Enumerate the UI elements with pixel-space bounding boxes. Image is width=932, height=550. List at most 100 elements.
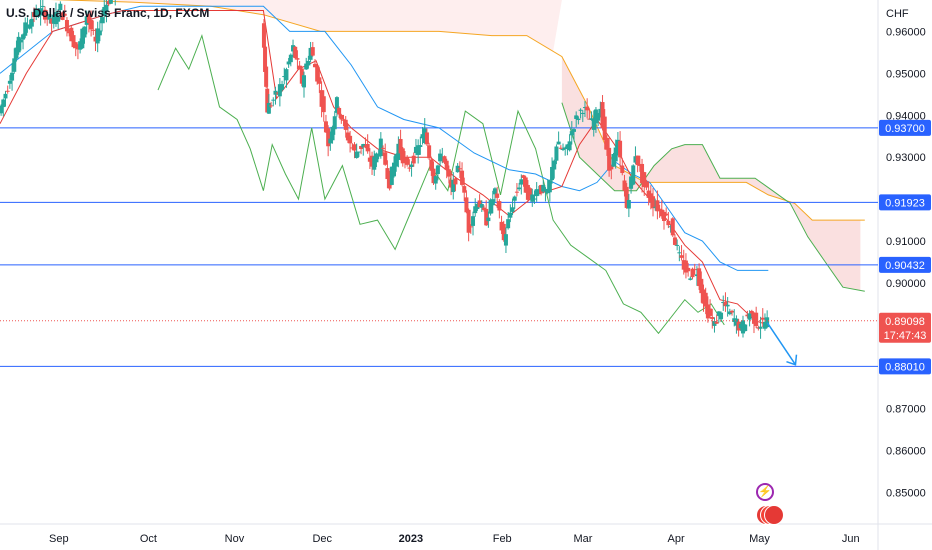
candle-body-174 [517,187,522,190]
candle-body-69 [286,61,291,65]
bolt-icon[interactable]: ⚡ [756,483,774,501]
candle-body-126 [411,155,416,164]
candle-body-15 [32,12,37,17]
candle-body-175 [519,179,524,185]
y-tick-label-5: 0.90000 [886,278,926,290]
candle-body-197 [567,141,572,151]
candle-body-75 [299,68,304,84]
candle-body-253 [690,268,695,278]
candle-body-133 [427,145,432,159]
candle-body-213 [602,116,607,141]
candle-body-222 [622,180,627,191]
candle-body-200 [574,115,579,119]
candle-body-76 [302,75,307,88]
candle-body-90 [332,116,337,130]
candle-body-102 [359,145,364,149]
candle-body-73 [295,58,300,60]
candle-body-198 [569,131,574,136]
candle-body-20 [42,9,47,20]
candle-body-120 [398,138,403,154]
candle-body-151 [466,209,471,233]
candle-body-43 [93,36,98,42]
candle-body-233 [646,190,651,198]
base-line [0,5,769,271]
x-tick-label-8: May [749,533,770,545]
conversion-line [0,10,769,326]
candle-body-48 [104,4,109,12]
x-tick-label-0: Sep [49,533,69,545]
candle-body-41 [89,19,94,30]
candle-body-19 [40,5,45,7]
candle-body-66 [280,84,285,90]
candle-body-8 [16,36,21,53]
candle-body-193 [558,147,563,149]
candle-body-104 [363,145,368,148]
candle-body-206 [587,118,592,120]
candle-body-98 [350,147,355,149]
candle-body-78 [306,60,311,66]
candle-body-254 [692,269,697,271]
candle-body-245 [672,237,677,245]
candle-body-281 [751,312,756,324]
candle-body-220 [618,140,623,158]
candle-body-171 [510,207,515,212]
y-tick-label-1: 0.95000 [886,68,926,80]
candle-body-168 [503,234,508,246]
candle-body-74 [297,65,302,69]
x-tick-label-9: Jun [842,533,860,545]
candle-body-11 [23,22,28,36]
candle-body-63 [273,90,278,95]
candle-body-107 [370,155,375,167]
forecast-arrow-head [786,354,798,366]
candle-body-211 [598,108,603,118]
candle-body-208 [591,118,596,130]
leading-span-b [561,102,865,292]
candle-body-28 [60,12,65,20]
candle-body-202 [578,109,583,111]
horizontal-level-tag-2 [879,256,931,273]
candle-body-81 [312,63,317,68]
candle-body-218 [613,147,618,162]
x-tick-label-1: Oct [140,533,157,545]
candle-body-101 [356,151,361,153]
candle-body-83 [317,77,322,84]
candle-body-265 [716,311,721,316]
candle-body-27 [58,3,63,11]
ichimoku-cloud-area [561,56,861,291]
candle-body-186 [543,190,548,192]
candle-body-287 [765,317,770,328]
candle-body-235 [651,196,656,209]
candle-body-68 [284,69,289,81]
candle-body-270 [727,311,732,315]
candle-body-269 [725,304,730,307]
candle-body-153 [471,216,476,226]
candle-body-184 [539,185,544,194]
candle-body-139 [440,157,445,159]
y-tick-label-3: 0.93000 [886,152,926,164]
y-tick-label-7: 0.86000 [886,446,926,458]
candle-body-219 [615,139,620,153]
candle-body-256 [697,268,702,287]
candle-body-85 [321,96,326,113]
candle-body-150 [464,197,469,213]
candle-body-152 [468,226,473,228]
candle-body-252 [688,278,693,280]
horizontal-level-label-1: 0.91923 [885,197,925,209]
candle-body-6 [12,58,17,72]
candle-body-266 [719,312,724,320]
candle-body-49 [106,1,111,5]
candle-body-221 [620,165,625,174]
candle-body-274 [736,321,741,331]
axis-currency-label: CHF [886,8,909,20]
candle-body-125 [409,164,414,167]
us-flag-events-icon[interactable] [756,505,784,525]
candle-body-40 [86,14,91,23]
candle-body-284 [758,326,763,329]
candle-body-24 [51,14,56,24]
candle-body-59 [265,88,270,113]
candle-body-138 [438,153,443,162]
candle-body-145 [453,178,458,185]
candle-body-268 [723,301,728,307]
candle-body-72 [293,46,298,59]
